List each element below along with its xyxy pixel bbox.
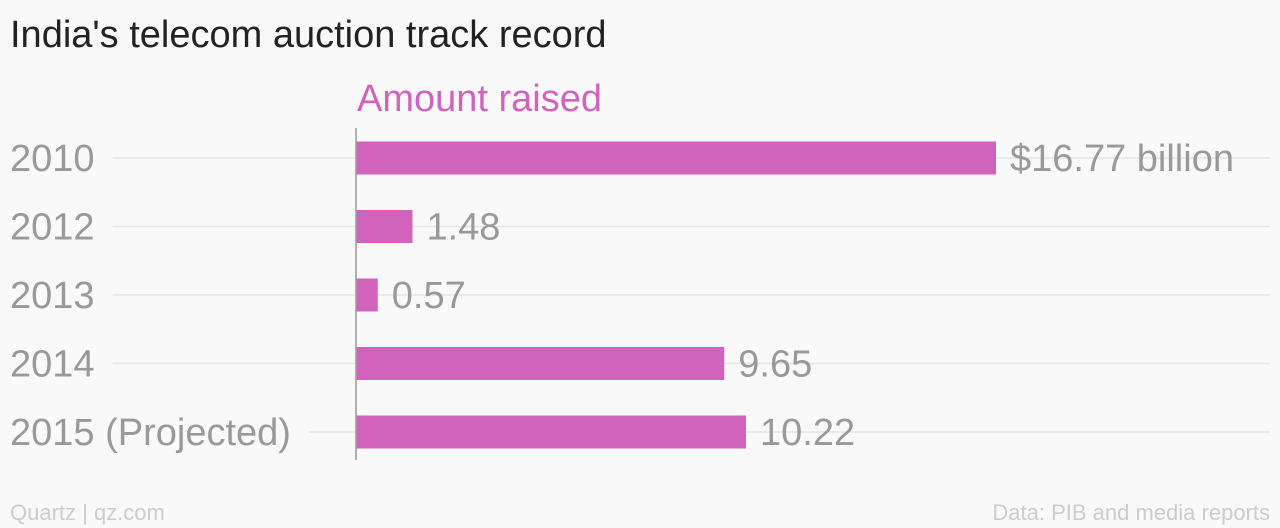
category-label: 2013 <box>10 275 95 317</box>
series-label: Amount raised <box>357 78 603 120</box>
bar <box>356 347 725 380</box>
labels: 2010 $16.77 billion 2012 1.48 2013 0.57 2014 9.… <box>10 138 1234 454</box>
chart-title: India's telecom auction track record <box>10 14 607 56</box>
category-label: 2012 <box>10 207 95 249</box>
grid-lines <box>112 157 1270 433</box>
bars <box>356 141 996 449</box>
value-label: $16.77 billion <box>1010 138 1234 180</box>
category-label: 2010 <box>10 138 95 180</box>
bar <box>356 210 413 243</box>
value-label: 10.22 <box>760 412 855 454</box>
value-label: 0.57 <box>392 275 466 317</box>
category-label: 2015 (Projected) <box>10 412 291 454</box>
bar <box>356 278 378 312</box>
value-label: 1.48 <box>426 207 500 249</box>
bar <box>356 415 747 449</box>
footer-source: Data: PIB and media reports <box>992 500 1270 525</box>
category-label: 2014 <box>10 344 95 386</box>
bar <box>356 141 996 175</box>
value-label: 9.65 <box>738 344 812 386</box>
footer-credit: Quartz | qz.com <box>10 500 165 525</box>
